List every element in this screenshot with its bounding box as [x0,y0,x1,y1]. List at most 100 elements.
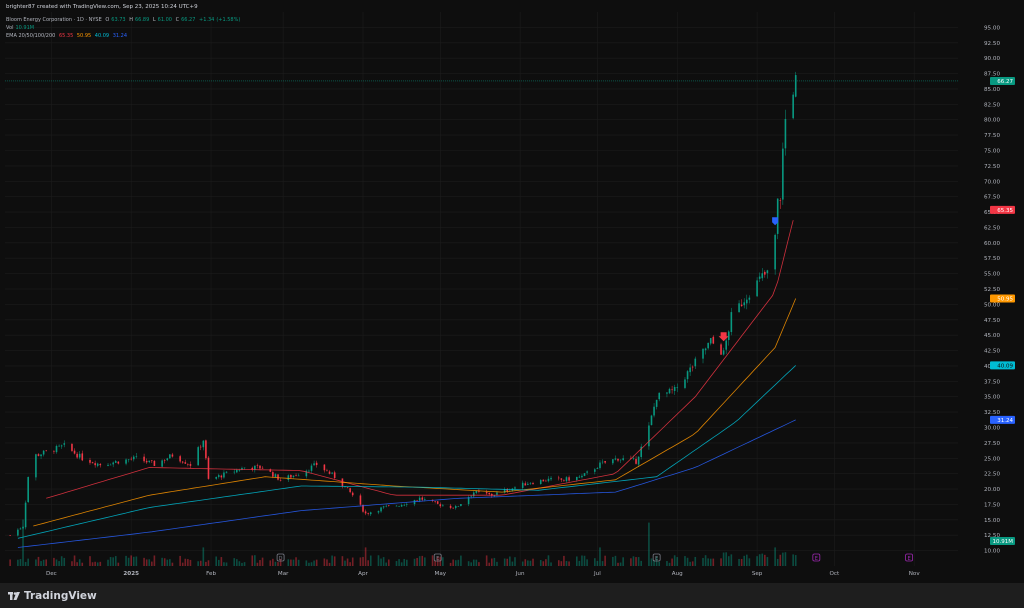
candle-body [514,487,516,489]
candle-body [40,454,42,457]
event-badge [433,553,442,562]
volume-bar [236,559,238,566]
chart-background [0,0,1024,583]
volume-bar [506,558,509,566]
volume-bar [532,558,534,566]
volume-bar [58,561,60,566]
candle-body [225,471,228,473]
volume-bar [161,557,163,566]
event-label: D [279,556,283,562]
volume-bar [274,561,277,566]
volume-bar [684,556,686,566]
volume-bar [560,561,563,566]
volume-bar [581,555,583,566]
volume-bar [488,562,491,566]
y-tick-label: 55.00 [984,272,1000,278]
volume-bar [197,561,199,566]
ema20-line [46,220,794,499]
volume-bar [493,557,496,566]
candle-body [236,469,238,473]
candle-body [251,467,254,470]
volume-bar [583,555,586,566]
candle-body [671,389,673,391]
volume-bar [640,560,642,566]
candle-body [91,462,94,464]
event-label: E [436,556,439,562]
volume-bar [42,559,45,566]
candle-body [295,475,297,476]
candle-body [310,465,313,471]
candle-body [748,297,751,300]
volume-bar [712,558,715,566]
volume-bar [630,558,632,566]
volume-bar [359,557,362,566]
candle-body [467,497,470,505]
ohlc-high: 66.89 [134,17,150,23]
volume-bar [478,562,480,566]
volume-bar [114,556,117,566]
symbol-title[interactable]: Bloom Energy Corporation · 1D · NYSE [6,17,102,23]
volume-bar [704,555,707,566]
volume-bar [689,561,691,566]
candle-body [761,273,764,279]
candle-body [22,526,24,529]
volume-bar [586,559,588,566]
candle-body [691,366,694,368]
ema-legend[interactable]: EMA 20/50/100/200 65.35 50.95 40.09 31.2… [6,33,129,39]
event-badge [652,553,661,562]
candle-body [704,348,707,351]
candle-body [254,465,256,471]
volume-bar [547,555,550,566]
volume-legend[interactable]: Vol 10.91M [6,25,36,31]
candle-body [764,271,766,275]
tradingview-logo-icon [8,592,20,600]
volume-bar [323,558,326,566]
candle-body [599,462,601,469]
candle-body [387,505,390,506]
x-tick-label: Aug [672,571,683,577]
candle-body [109,464,112,466]
volume-bar [341,556,344,566]
candle-body [53,451,55,453]
candle-body [223,472,225,478]
y-tick-label: 42.50 [984,349,1000,355]
candle-body [132,456,135,460]
volume-bar [9,559,11,566]
volume-bar [406,559,408,566]
volume-bar [424,557,426,566]
volume-bar [189,559,192,566]
candle-body [364,511,367,514]
symbol-legend[interactable]: Bloom Energy Corporation · 1D · NYSE O 63… [6,17,242,23]
volume-bar [277,562,279,566]
volume-bar [475,559,478,566]
ohlc-low: 61.00 [157,17,172,23]
volume-bar [261,557,264,566]
volume-bar [766,557,769,566]
volume-bar [619,562,622,566]
volume-bar [215,556,218,566]
footer-bar: TradingView [0,583,1024,608]
volume-bar [594,558,596,566]
candle-body [594,469,596,472]
volume-bar [225,562,228,566]
candle-body [527,483,529,485]
candle-body [78,453,81,458]
candle-body [277,474,279,480]
volume-bar [130,555,133,566]
volume-bar [35,559,37,566]
volume-bar [55,559,58,566]
volume-bar [295,557,297,566]
candle-body [421,497,424,500]
chart-credit: brighter87 created with TradingView.com,… [6,4,198,10]
y-tick-label: 22.50 [984,472,1000,478]
price-chart[interactable]: 95.00 92.50 90.00 87.50 85.00 82.50 80.00 77.50… [0,0,1024,583]
y-tick-label: 72.50 [984,164,1000,170]
tradingview-brand[interactable]: TradingView [8,588,97,604]
volume-bar [202,547,205,566]
volume-bar [349,562,351,566]
volume-bar [418,556,421,566]
candle-body [274,474,277,478]
candle-body [583,473,586,476]
volume-bar [109,557,112,566]
candle-body [581,475,583,478]
